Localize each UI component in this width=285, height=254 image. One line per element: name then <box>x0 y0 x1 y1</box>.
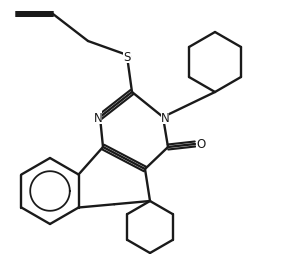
Text: O: O <box>196 138 205 151</box>
Text: O: O <box>196 138 205 151</box>
Text: N: N <box>161 111 169 124</box>
Text: N: N <box>161 111 169 124</box>
Text: S: S <box>123 50 131 63</box>
Text: S: S <box>123 50 131 63</box>
Text: N: N <box>94 111 102 124</box>
Text: N: N <box>94 111 102 124</box>
